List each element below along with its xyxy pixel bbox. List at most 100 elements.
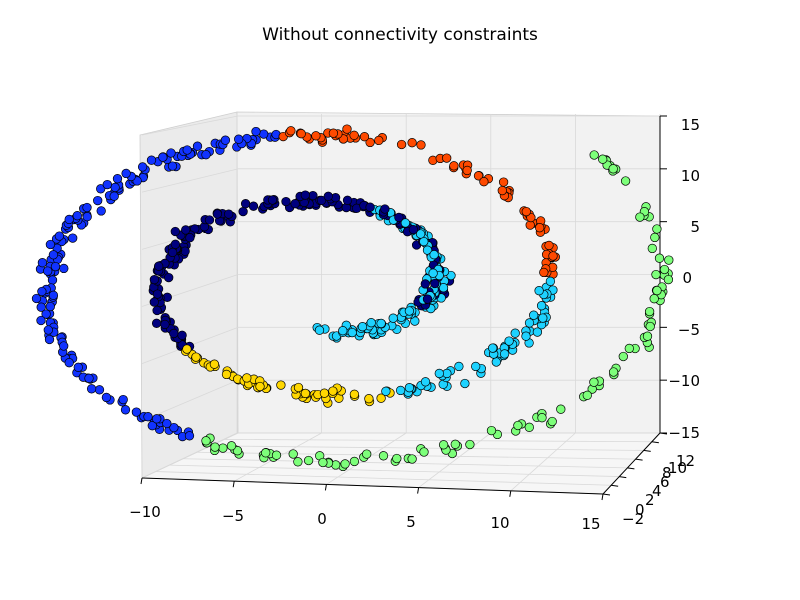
z-tick-label: 5 xyxy=(690,218,700,236)
data-point xyxy=(539,267,549,278)
data-point xyxy=(177,330,187,340)
y-tick xyxy=(611,484,619,487)
data-point xyxy=(651,269,661,280)
data-point xyxy=(43,266,53,276)
data-point xyxy=(608,367,619,377)
data-point xyxy=(36,315,46,326)
data-point xyxy=(548,251,558,261)
data-point xyxy=(281,196,291,207)
data-point xyxy=(293,457,303,467)
data-point xyxy=(497,185,507,196)
data-point xyxy=(644,306,655,317)
x-tick xyxy=(417,487,420,494)
data-point xyxy=(86,384,97,394)
data-point xyxy=(589,377,599,387)
y-tick-label: 6 xyxy=(660,473,670,491)
data-point xyxy=(48,250,59,260)
data-point xyxy=(589,150,599,160)
x-gridline xyxy=(418,432,492,488)
data-point xyxy=(64,214,74,225)
data-point xyxy=(479,177,489,187)
data-point xyxy=(635,212,645,222)
data-point xyxy=(654,253,665,263)
z-tick-label: 10 xyxy=(681,167,700,185)
y-tick-label: −2 xyxy=(622,510,644,528)
data-point xyxy=(340,459,350,469)
data-point xyxy=(538,313,548,323)
data-point xyxy=(319,388,330,398)
data-point xyxy=(170,226,180,237)
data-point xyxy=(532,327,543,337)
data-point xyxy=(36,302,46,312)
data-point xyxy=(349,456,360,467)
data-point xyxy=(120,405,131,415)
data-point xyxy=(349,389,360,399)
data-point xyxy=(388,313,398,323)
data-point xyxy=(416,140,426,150)
data-point xyxy=(650,232,660,243)
data-point xyxy=(422,294,433,304)
data-point xyxy=(152,305,162,316)
data-point xyxy=(429,250,439,260)
data-point xyxy=(342,124,352,134)
chart-title: Without connectivity constraints xyxy=(262,25,538,45)
data-point xyxy=(31,293,42,304)
data-point xyxy=(645,321,655,332)
data-point xyxy=(191,352,201,362)
data-point xyxy=(167,247,178,258)
data-point xyxy=(422,245,433,255)
data-point xyxy=(395,385,406,396)
data-point xyxy=(544,240,554,251)
data-point xyxy=(524,318,535,328)
data-point xyxy=(102,179,112,190)
data-point xyxy=(408,224,419,235)
data-point xyxy=(396,139,407,150)
data-point xyxy=(347,327,357,338)
data-point xyxy=(131,407,142,417)
data-point xyxy=(449,161,459,171)
data-point xyxy=(59,263,69,274)
data-point xyxy=(170,239,181,249)
data-point xyxy=(419,447,429,457)
z-tick-label: 15 xyxy=(681,116,700,134)
data-point xyxy=(303,455,314,466)
data-point xyxy=(240,199,251,209)
y-gridline xyxy=(210,445,644,451)
data-point xyxy=(624,343,634,354)
data-point xyxy=(158,152,168,162)
axes-3d: −10 −5 0 5 10 15 −2 0 2 4 6 8 10 12 −15 … xyxy=(31,111,700,533)
data-point xyxy=(293,382,304,393)
data-point xyxy=(521,206,531,217)
data-point xyxy=(45,301,55,312)
data-point xyxy=(524,422,534,432)
data-point xyxy=(430,278,440,289)
y-tick xyxy=(643,449,651,452)
data-point xyxy=(488,343,498,353)
data-point xyxy=(154,261,164,271)
data-point xyxy=(259,129,269,139)
y-tick-label: 0 xyxy=(635,501,645,519)
data-point xyxy=(238,206,248,217)
data-point xyxy=(535,223,545,233)
y-gridline xyxy=(183,458,628,469)
x-tick-label: 0 xyxy=(317,510,327,528)
data-point xyxy=(664,255,674,265)
data-point xyxy=(242,373,252,383)
data-point xyxy=(499,349,510,359)
data-point xyxy=(486,425,497,436)
data-point xyxy=(364,394,374,404)
data-point xyxy=(404,383,415,393)
data-point xyxy=(598,154,608,164)
data-point xyxy=(147,421,157,431)
data-point xyxy=(442,153,452,163)
data-point xyxy=(72,211,82,221)
z-tick-label: −5 xyxy=(678,321,700,339)
data-point xyxy=(267,195,278,205)
data-point xyxy=(96,206,106,216)
data-point xyxy=(44,334,55,345)
data-point xyxy=(226,441,237,451)
data-point xyxy=(462,165,472,176)
y-tick xyxy=(619,476,627,479)
data-point xyxy=(48,290,59,300)
data-point xyxy=(185,233,195,243)
